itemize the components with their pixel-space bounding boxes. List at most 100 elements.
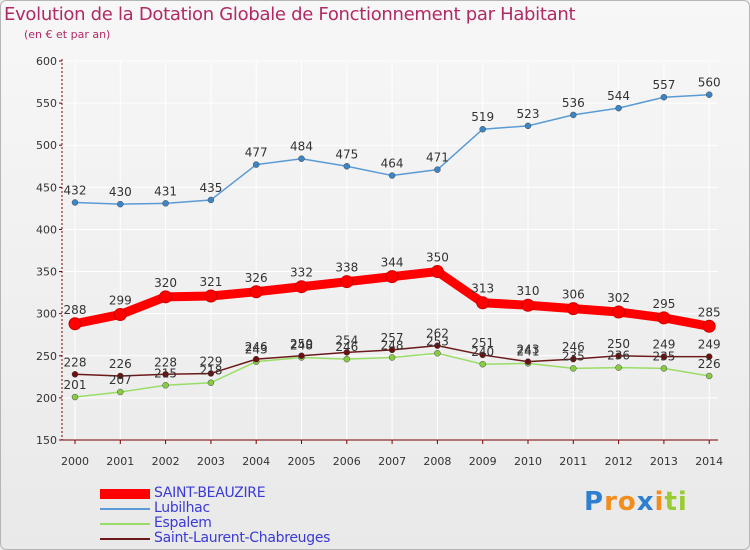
data-label-lubilhac: 523	[517, 107, 540, 121]
data-point-lubilhac	[388, 172, 396, 179]
data-label-saint-beauzire: 288	[64, 303, 87, 317]
data-point-saint-beauzire	[68, 317, 82, 331]
data-label-saint-laurent-chabreuges: 246	[245, 340, 268, 354]
data-point-lubilhac	[479, 125, 486, 133]
data-point-lubilhac	[162, 200, 169, 207]
data-point-espalem	[615, 364, 622, 371]
data-point-saint-laurent-chabreuges	[705, 353, 713, 360]
data-label-saint-beauzire: 332	[290, 266, 313, 280]
data-point-saint-beauzire	[204, 289, 218, 303]
data-label-espalem: 201	[64, 378, 87, 392]
data-label-saint-laurent-chabreuges: 229	[199, 354, 222, 368]
data-label-saint-beauzire: 313	[471, 282, 494, 296]
data-label-saint-laurent-chabreuges: 262	[426, 327, 449, 341]
data-label-lubilhac: 484	[290, 140, 313, 154]
data-label-saint-beauzire: 285	[698, 305, 721, 319]
y-tick-label: 250	[36, 350, 57, 363]
data-point-saint-laurent-chabreuges	[117, 372, 124, 380]
logo-letter: x	[636, 487, 655, 517]
data-label-lubilhac: 560	[698, 76, 721, 90]
x-tick-label: 2002	[152, 455, 180, 468]
data-label-lubilhac: 475	[335, 147, 358, 161]
data-label-saint-laurent-chabreuges: 228	[64, 355, 87, 369]
data-label-espalem: 215	[154, 366, 177, 380]
data-point-espalem	[705, 372, 713, 380]
logo-letter: i	[654, 487, 665, 517]
data-point-saint-laurent-chabreuges	[388, 346, 396, 354]
data-point-espalem	[434, 350, 441, 357]
legend-swatch-lubilhac	[100, 508, 150, 510]
data-label-saint-laurent-chabreuges: 246	[562, 340, 585, 354]
data-point-saint-beauzire	[385, 270, 399, 284]
data-label-saint-beauzire: 310	[517, 284, 540, 298]
data-point-espalem	[388, 354, 396, 361]
data-point-saint-beauzire	[430, 265, 444, 279]
data-label-saint-beauzire: 302	[607, 291, 630, 305]
data-point-espalem	[71, 393, 79, 401]
data-point-saint-beauzire	[159, 290, 173, 304]
data-point-saint-beauzire	[702, 319, 716, 333]
data-label-lubilhac: 519	[471, 110, 494, 124]
data-point-lubilhac	[252, 161, 260, 168]
x-tick-label: 2008	[423, 455, 451, 468]
x-tick-label: 2004	[242, 455, 270, 468]
x-tick-label: 2003	[197, 455, 225, 468]
data-point-saint-laurent-chabreuges	[434, 342, 441, 349]
data-label-espalem: 235	[652, 349, 675, 363]
data-label-saint-laurent-chabreuges: 250	[290, 337, 313, 351]
data-point-saint-laurent-chabreuges	[207, 370, 215, 377]
data-label-saint-beauzire: 344	[381, 256, 404, 270]
x-tick-label: 2001	[106, 455, 134, 468]
data-label-saint-beauzire: 326	[245, 271, 268, 285]
data-label-saint-laurent-chabreuges: 254	[335, 333, 358, 347]
data-point-espalem	[207, 379, 215, 386]
data-point-saint-laurent-chabreuges	[343, 349, 351, 356]
data-point-lubilhac	[71, 199, 79, 206]
legend-swatch-saint-laurent-chabreuges	[100, 538, 150, 540]
data-label-lubilhac: 544	[607, 89, 630, 103]
data-label-saint-laurent-chabreuges: 249	[652, 338, 675, 352]
x-tick-label: 2007	[378, 455, 406, 468]
data-point-saint-laurent-chabreuges	[524, 358, 532, 365]
data-label-lubilhac: 431	[154, 184, 177, 198]
data-point-lubilhac	[117, 200, 124, 208]
data-point-lubilhac	[705, 91, 713, 98]
logo-letter: t	[664, 487, 678, 517]
data-label-saint-beauzire: 295	[652, 297, 675, 311]
data-label-espalem: 248	[381, 338, 404, 352]
data-label-espalem: 236	[607, 349, 630, 363]
data-point-lubilhac	[660, 93, 668, 101]
x-tick-label: 2011	[559, 455, 587, 468]
legend-swatch-saint-beauzire	[100, 489, 150, 499]
data-label-lubilhac: 432	[64, 183, 87, 197]
data-label-saint-beauzire: 350	[426, 251, 449, 265]
y-tick-label: 150	[36, 434, 57, 447]
data-label-saint-beauzire: 320	[154, 276, 177, 290]
data-label-espalem: 207	[109, 373, 132, 387]
data-point-saint-beauzire	[657, 311, 671, 325]
data-point-saint-beauzire	[521, 298, 535, 312]
data-point-saint-beauzire	[249, 285, 263, 299]
y-tick-label: 200	[36, 392, 57, 405]
data-label-lubilhac: 477	[245, 146, 268, 160]
x-tick-label: 2014	[695, 455, 723, 468]
data-point-lubilhac	[524, 122, 532, 130]
x-tick-label: 2012	[605, 455, 633, 468]
data-point-lubilhac	[343, 163, 351, 170]
data-label-espalem: 226	[698, 357, 721, 371]
y-tick-label: 450	[36, 181, 57, 194]
data-point-espalem	[570, 365, 577, 372]
data-point-lubilhac	[615, 104, 622, 112]
data-label-saint-beauzire: 321	[199, 275, 222, 289]
legend-label: Lubilhac	[154, 500, 210, 516]
data-point-saint-laurent-chabreuges	[71, 371, 79, 378]
data-label-lubilhac: 536	[562, 96, 585, 110]
data-point-lubilhac	[207, 196, 215, 204]
data-point-saint-beauzire	[295, 280, 308, 294]
data-point-saint-laurent-chabreuges	[298, 352, 305, 360]
data-point-saint-beauzire	[476, 296, 490, 310]
x-tick-label: 2013	[650, 455, 678, 468]
data-point-saint-beauzire	[113, 308, 127, 322]
data-label-espalem: 248	[290, 338, 313, 352]
data-point-espalem	[479, 360, 486, 368]
